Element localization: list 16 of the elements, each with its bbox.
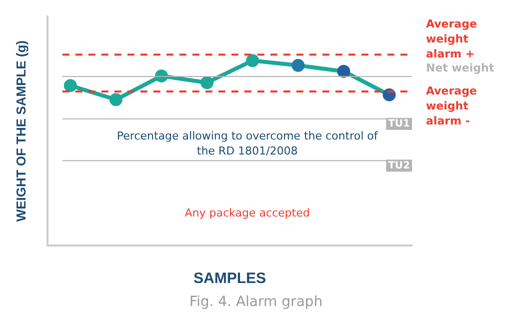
caption: Fig. 4. Alarm graph	[188, 294, 324, 310]
ref-line-label: Average weight alarm -	[426, 84, 477, 128]
ref-line-label: Average weight alarm +	[426, 18, 477, 61]
ref-line-label: TU1	[388, 118, 410, 130]
annotation: Percentage allowing to overcome the control of the RD 1801/2008	[116, 129, 379, 158]
ref-line-label: TU2	[388, 160, 410, 172]
point	[200, 76, 214, 90]
annotation: Any package accepted	[184, 206, 310, 220]
y-axis-title: WEIGHT OF THE SAMPLE (g)	[13, 40, 28, 222]
x-axis-title: SAMPLES	[194, 270, 266, 288]
point	[246, 54, 260, 68]
point	[292, 58, 305, 72]
ref-line-label: Net weight	[426, 61, 494, 74]
point	[109, 93, 122, 106]
point	[337, 64, 350, 78]
point	[64, 79, 77, 92]
